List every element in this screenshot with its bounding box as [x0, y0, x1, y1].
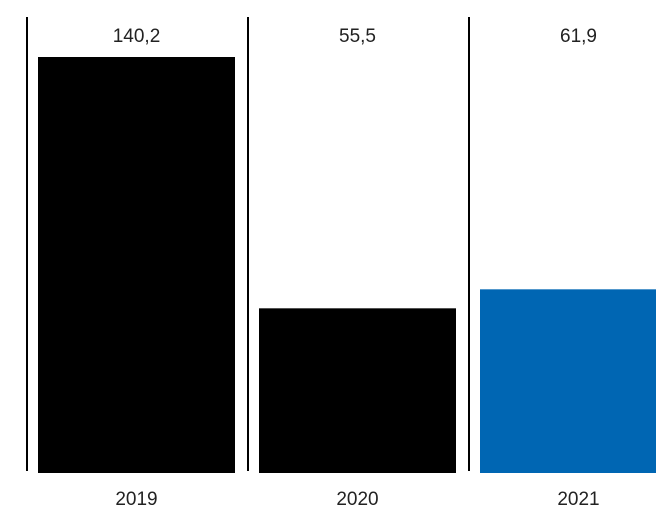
value-labels: 140,2 55,5 61,9	[113, 26, 597, 47]
category-label-2021: 2021	[557, 489, 599, 510]
bar-2020	[259, 308, 456, 473]
value-label-2020: 55,5	[339, 26, 376, 47]
bar-2021	[480, 289, 656, 473]
column-separators	[26, 17, 470, 471]
value-label-2019: 140,2	[113, 26, 161, 47]
category-label-2020: 2020	[336, 489, 378, 510]
category-label-2019: 2019	[115, 489, 157, 510]
value-label-2021: 61,9	[560, 26, 597, 47]
bars	[38, 57, 656, 473]
bar-2019	[38, 57, 235, 473]
category-labels: 2019 2020 2021	[115, 489, 599, 510]
